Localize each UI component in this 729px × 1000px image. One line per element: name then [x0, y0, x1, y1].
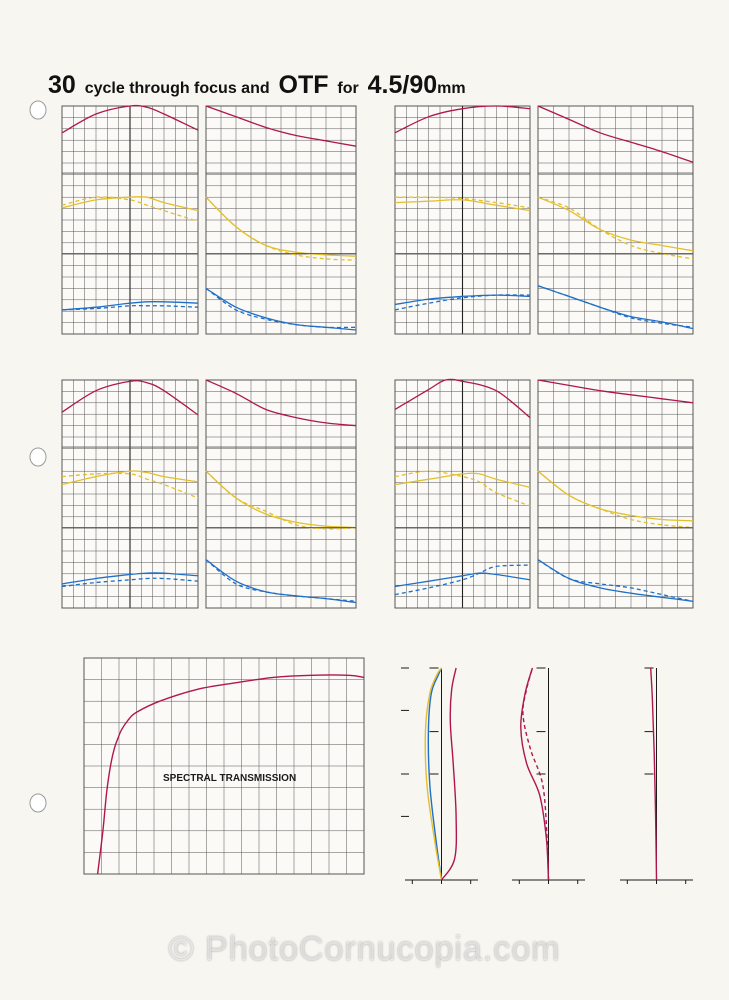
- tf2-series-yellow-solid-1: [61, 470, 199, 486]
- title-otf: OTF: [278, 71, 329, 99]
- otf2-series-blue-dashed-4: [205, 559, 357, 602]
- otf3-series-red-solid-0: [537, 379, 694, 404]
- tf3-series-yellow-solid-1: [394, 472, 531, 488]
- tf2-series-blue-solid-3: [61, 572, 199, 585]
- otf2-series-yellow-dashed-2: [205, 470, 357, 530]
- title-unit: mm: [437, 80, 466, 97]
- otf2-series-red-solid-0: [205, 379, 357, 427]
- page-title: 30 cycle through focus and OTF for 4.5/9…: [48, 64, 466, 101]
- title-text-2: for: [337, 80, 359, 97]
- title-number: 30: [48, 71, 76, 99]
- title-lens: 4.5/90: [367, 71, 438, 99]
- tf1-series-yellow-solid-1: [394, 199, 531, 212]
- tf2-series-yellow-dashed-2: [61, 472, 199, 499]
- otf1-series-yellow-dashed-2: [537, 196, 694, 260]
- binder-hole-1: [29, 447, 47, 467]
- aberration-distortion-series-red-solid-0: [650, 667, 658, 881]
- aberration-spherical-series-yellow-solid-1: [424, 667, 443, 881]
- aberration-astigmatism-series-red-solid-1: [520, 667, 550, 881]
- tf0-series-blue-dashed-4: [61, 304, 199, 311]
- tf0-series-blue-solid-3: [61, 301, 199, 311]
- otf1-series-blue-dashed-4: [537, 285, 694, 328]
- watermark: © PhotoCornucopia.com: [168, 930, 561, 968]
- tf0-series-red-solid-0: [61, 104, 199, 134]
- binder-hole-0: [29, 100, 47, 120]
- tf2-series-blue-dashed-4: [61, 577, 199, 588]
- otf3-series-blue-dashed-4: [537, 559, 694, 602]
- title-text-1: cycle through focus and: [84, 80, 270, 97]
- otf3-series-yellow-dashed-2: [537, 470, 694, 529]
- otf1-series-yellow-solid-1: [537, 196, 694, 252]
- otf0-series-yellow-dashed-2: [205, 196, 357, 261]
- otf1-series-red-solid-0: [537, 105, 694, 163]
- tf0-series-yellow-solid-1: [61, 196, 199, 212]
- aberration-spherical-series-red-solid-2: [440, 667, 458, 881]
- tf3-series-yellow-dashed-2: [394, 470, 531, 507]
- tf3-series-red-solid-0: [394, 378, 531, 419]
- tf1-series-yellow-dashed-2: [394, 196, 531, 209]
- otf3-series-blue-solid-3: [537, 559, 694, 602]
- binder-hole-2: [29, 793, 47, 813]
- transmission-label: SPECTRAL TRANSMISSION: [163, 773, 296, 784]
- otf0-series-blue-solid-3: [205, 287, 357, 331]
- tf3-series-blue-dashed-4: [394, 564, 531, 596]
- tf1-series-blue-dashed-4: [394, 294, 531, 311]
- tf2-series-red-solid-0: [61, 380, 199, 416]
- otf0-series-red-solid-0: [205, 105, 357, 147]
- tf3-series-blue-solid-3: [394, 572, 531, 588]
- transmission-series-red-solid-0: [96, 674, 365, 875]
- tf1-series-red-solid-0: [394, 105, 531, 134]
- tf0-series-yellow-dashed-2: [61, 196, 199, 222]
- aberration-spherical-series-blue-solid-0: [427, 667, 443, 881]
